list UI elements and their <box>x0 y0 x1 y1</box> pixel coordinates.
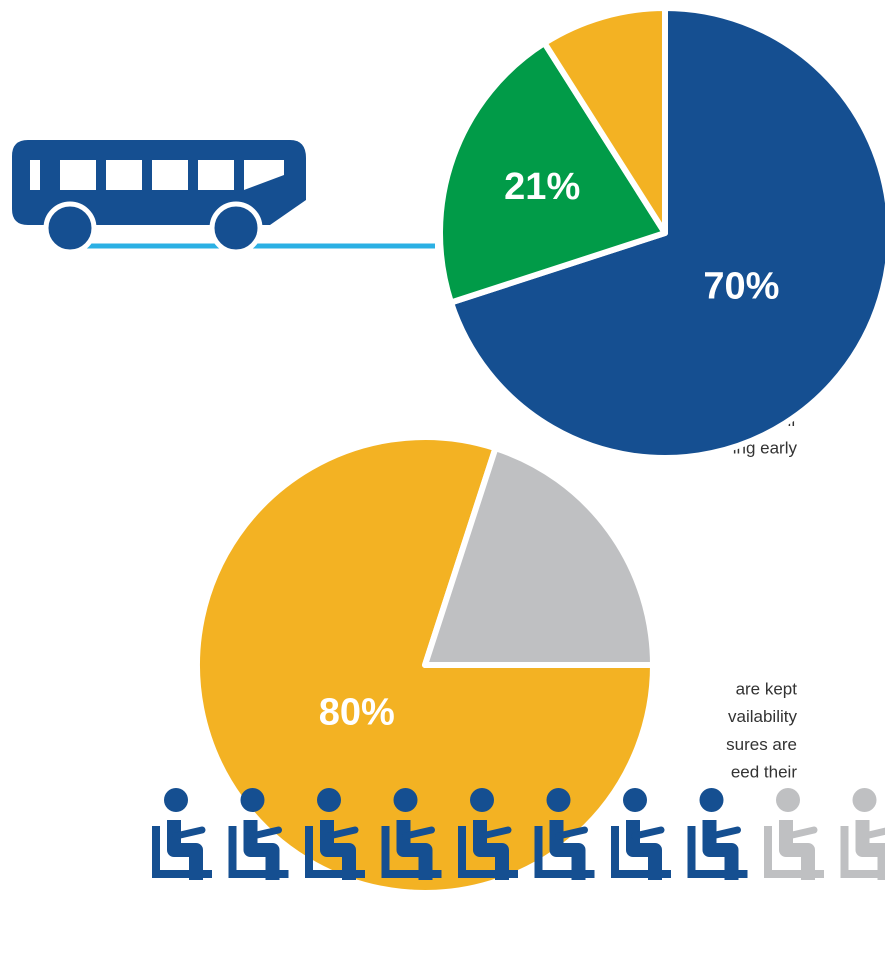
bus-wheel <box>209 201 263 255</box>
seat-head <box>317 788 341 812</box>
seat-icon <box>687 788 748 880</box>
seat-head <box>393 788 418 812</box>
seat-arm <box>478 826 512 840</box>
seat-arm <box>708 826 741 840</box>
seat-head <box>164 788 188 812</box>
pie-value-label: 80% <box>319 692 395 734</box>
bus-window <box>60 160 96 190</box>
seat-head <box>470 788 494 812</box>
seat-icon <box>305 788 365 880</box>
paragraph-line: vailability <box>728 707 797 726</box>
bus-window <box>106 160 142 190</box>
seat-icon <box>381 788 442 880</box>
paragraph-line: eed their <box>731 763 797 782</box>
pie-slice <box>437 40 668 306</box>
pie-value-label: 21% <box>504 166 580 208</box>
seat-arm <box>325 826 359 840</box>
pie-slice <box>422 445 656 668</box>
seat-icon <box>152 788 212 880</box>
bus-window <box>30 160 40 190</box>
seat-arm <box>555 826 588 840</box>
bus-wheel <box>43 201 97 255</box>
seat-icon <box>228 788 289 880</box>
seat-icon <box>764 788 824 880</box>
pie-value-label: 70% <box>703 266 779 308</box>
paragraph-line: sures are <box>726 735 797 754</box>
seat-head <box>699 788 724 812</box>
seat-icon <box>611 788 671 880</box>
seat-arm <box>402 826 435 840</box>
seat-icon <box>534 788 595 880</box>
seat-arm <box>631 826 665 840</box>
seat-arm <box>784 826 818 840</box>
bus-window <box>152 160 188 190</box>
seat-head <box>776 788 800 812</box>
pie-slice <box>448 5 885 461</box>
seat-head <box>546 788 571 812</box>
seat-head <box>852 788 877 812</box>
seat-arm <box>861 827 885 840</box>
pie-slice <box>541 5 668 236</box>
seat-icon <box>840 788 885 880</box>
bus-icon <box>12 140 435 255</box>
bus-window <box>244 160 284 190</box>
paragraph-line: are kept <box>736 679 798 698</box>
seat-head <box>623 788 647 812</box>
bus-window <box>198 160 234 190</box>
seat-head <box>240 788 265 812</box>
seat-icon <box>458 788 518 880</box>
seat-arm <box>172 826 206 840</box>
seat-arm <box>249 826 282 840</box>
